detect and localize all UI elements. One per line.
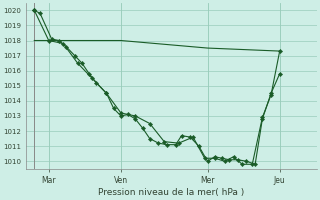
X-axis label: Pression niveau de la mer( hPa ): Pression niveau de la mer( hPa ): [98, 188, 244, 197]
